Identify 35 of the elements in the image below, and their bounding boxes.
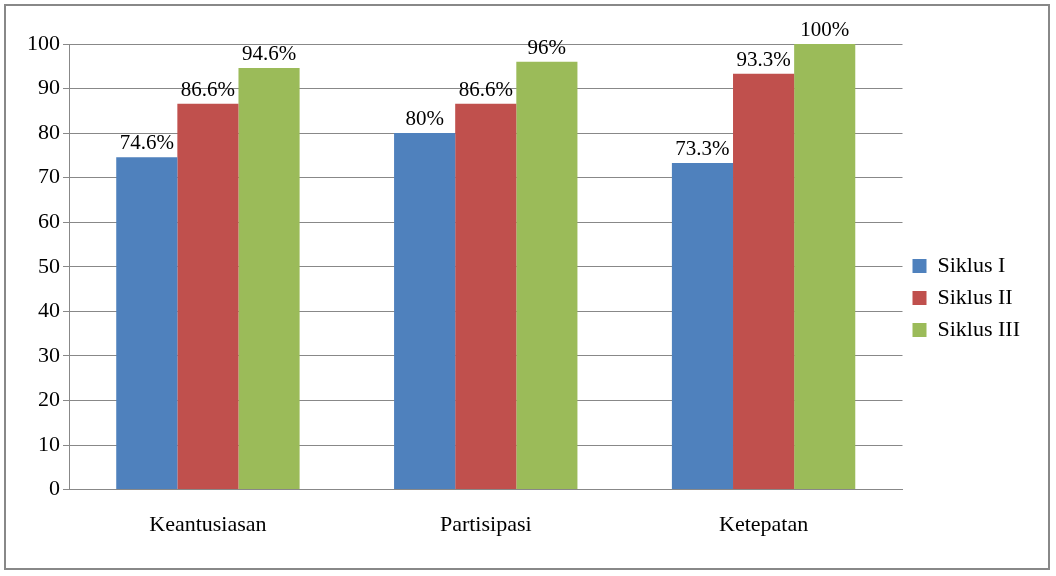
y-tick-label: 80 [38,118,60,144]
y-tick-label: 40 [38,297,60,323]
bar [516,61,578,490]
y-tick-label: 100 [27,29,60,55]
y-tick-label: 90 [38,74,60,100]
legend-label: Siklus III [937,315,1020,341]
y-tick-label: 70 [38,163,60,189]
y-tick-label: 30 [38,341,60,367]
data-label: 73.3% [675,135,730,160]
y-tick-label: 50 [38,252,60,278]
legend-label: Siklus II [937,283,1013,309]
y-tick-label: 0 [49,475,60,501]
y-tick-label: 10 [38,430,60,456]
y-tick-label: 60 [38,208,60,234]
x-tick-label: Partisipasi [439,510,532,536]
data-label: 100% [800,17,850,42]
x-tick-label: Keantusiasan [149,510,267,536]
data-label: 86.6% [180,76,236,101]
data-label: 94.6% [241,41,297,66]
data-label: 93.3% [736,46,791,71]
bar [394,133,456,490]
bar [671,162,734,490]
data-label: 74.6% [119,130,174,155]
data-label: 96% [527,34,567,59]
bar [116,157,178,490]
bar [177,103,239,490]
legend-label: Siklus I [937,251,1006,277]
data-label: 80% [405,106,444,131]
data-label: 86.6% [458,76,513,101]
y-tick-label: 20 [38,386,60,412]
bar [794,44,856,490]
x-tick-label: Ketepatan [719,510,809,536]
bar [238,68,300,490]
bar [733,73,795,490]
bar [455,103,517,490]
